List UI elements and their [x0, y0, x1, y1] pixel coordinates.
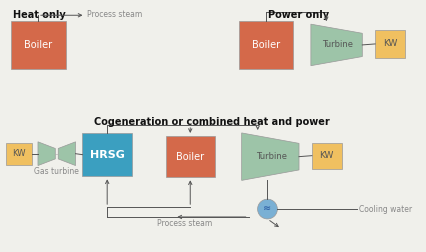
Text: Boiler: Boiler [176, 152, 204, 162]
Polygon shape [38, 142, 55, 166]
Text: Cooling water: Cooling water [359, 205, 412, 213]
Text: KW: KW [12, 149, 26, 158]
Text: Turbine: Turbine [256, 152, 286, 161]
FancyBboxPatch shape [82, 133, 132, 176]
FancyBboxPatch shape [6, 143, 32, 165]
FancyBboxPatch shape [165, 136, 214, 177]
Polygon shape [241, 133, 298, 180]
Text: Boiler: Boiler [251, 40, 279, 50]
Text: Cogeneration or combined heat and power: Cogeneration or combined heat and power [94, 117, 329, 127]
FancyBboxPatch shape [238, 21, 292, 69]
FancyBboxPatch shape [374, 30, 404, 58]
FancyBboxPatch shape [11, 21, 66, 69]
Circle shape [257, 199, 277, 219]
Text: Process steam: Process steam [87, 10, 142, 19]
Text: Power only: Power only [268, 10, 329, 20]
Text: Gas turbine: Gas turbine [34, 167, 79, 176]
FancyBboxPatch shape [311, 143, 341, 169]
Text: HRSG: HRSG [89, 150, 124, 160]
Text: Process steam: Process steam [156, 219, 211, 228]
Text: KW: KW [382, 39, 396, 48]
Polygon shape [58, 142, 75, 166]
Text: KW: KW [319, 151, 333, 160]
Text: Heat only: Heat only [13, 10, 66, 20]
Polygon shape [310, 24, 361, 66]
Text: Boiler: Boiler [24, 40, 52, 50]
Text: ≈: ≈ [263, 204, 271, 214]
Text: Turbine: Turbine [321, 40, 352, 49]
